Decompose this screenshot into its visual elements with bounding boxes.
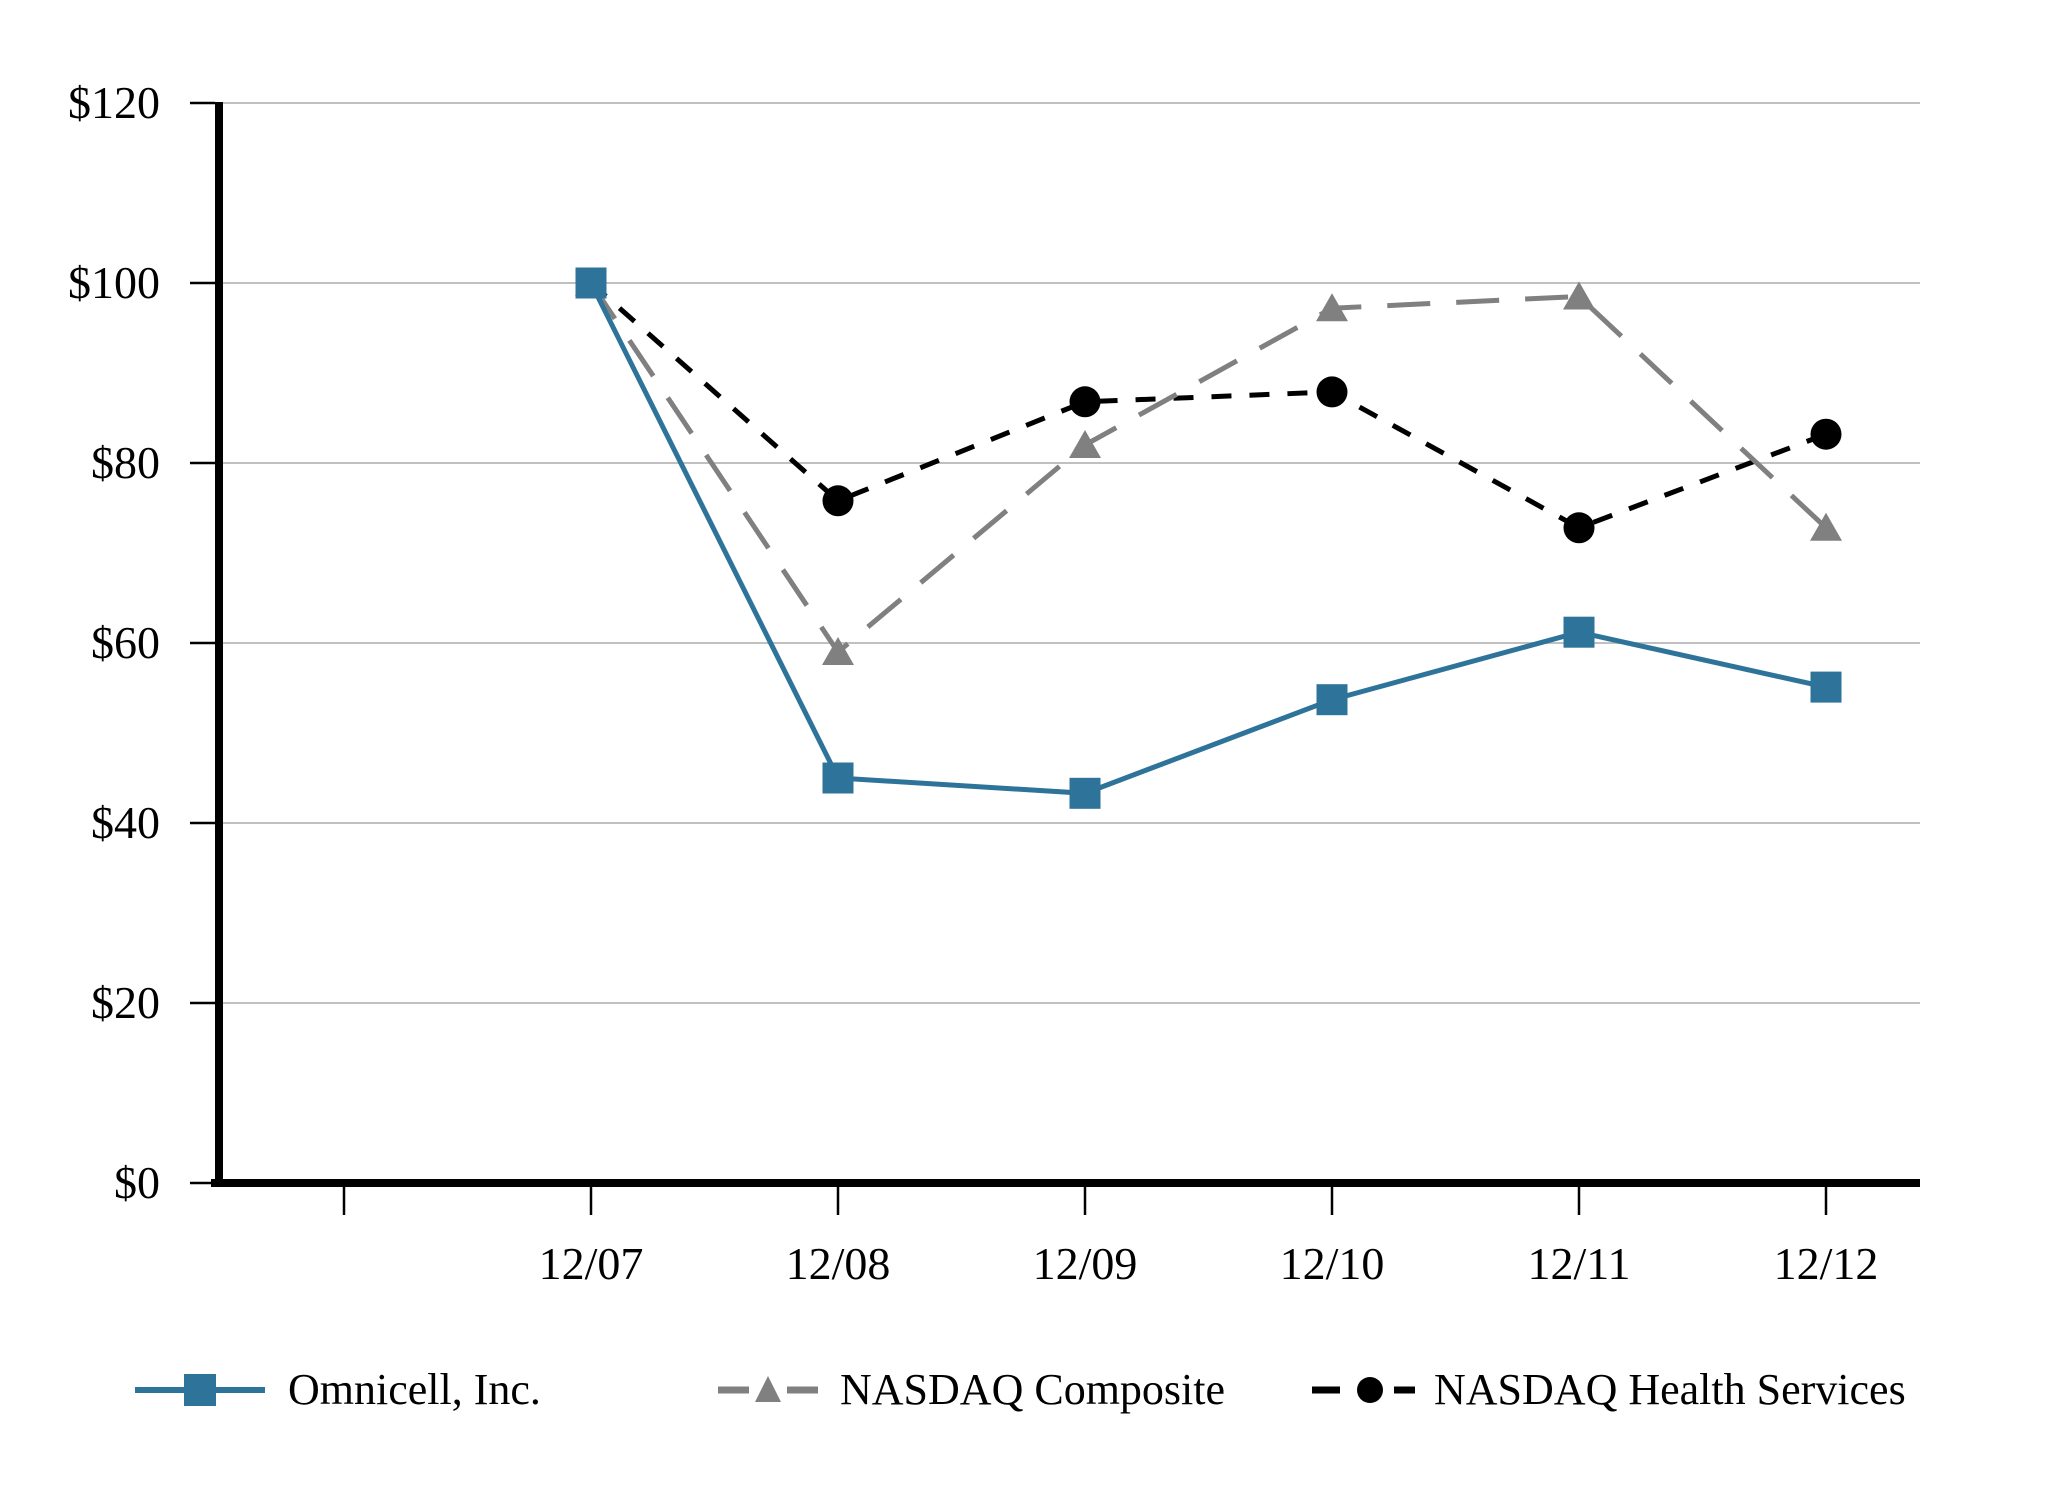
legend-label-nasdaq-health-services: NASDAQ Health Services: [1434, 1365, 1906, 1414]
x-axis-label: 12/09: [1032, 1238, 1138, 1289]
legend-triangle-marker-icon: [755, 1376, 781, 1402]
square-marker-icon: [1563, 616, 1595, 648]
triangle-marker-icon: [1069, 430, 1101, 458]
y-axis-label: $0: [114, 1157, 160, 1208]
legend-item-nasdaq-composite: NASDAQ Composite: [718, 1368, 1225, 1412]
square-marker-icon: [1069, 777, 1101, 809]
y-axis-label: $80: [91, 437, 160, 488]
x-axis-label: 12/11: [1527, 1238, 1631, 1289]
square-marker-icon: [1316, 684, 1348, 716]
legend-circle-marker-icon: [1357, 1377, 1383, 1403]
legend-item-omnicell: Omnicell, Inc.: [135, 1368, 541, 1412]
y-axis-label: $20: [91, 977, 160, 1028]
series-line-nasdaq-composite: [588, 281, 1828, 656]
series-line-nasdaq-health-services: [589, 281, 1827, 531]
y-axis-label: $60: [91, 617, 160, 668]
legend-swatch-dash-triangle: [718, 1376, 818, 1402]
circle-marker-icon: [1810, 418, 1842, 450]
legend-swatch-dash-circle: [1312, 1377, 1415, 1403]
circle-marker-icon: [1069, 386, 1101, 418]
triangle-marker-icon: [822, 637, 854, 665]
circle-marker-icon: [1563, 512, 1595, 544]
square-marker-icon: [822, 762, 854, 794]
circle-marker-icon: [1316, 376, 1348, 408]
triangle-marker-icon: [1316, 293, 1348, 322]
y-axis-label: $40: [91, 797, 160, 848]
x-axis-label: 12/07: [538, 1238, 644, 1289]
x-axis-label: 12/08: [785, 1238, 891, 1289]
legend-item-nasdaq-health-services: NASDAQ Health Services: [1312, 1368, 1906, 1412]
legend-label-nasdaq-composite: NASDAQ Composite: [840, 1365, 1226, 1414]
legend-swatch-solid-square: [135, 1374, 265, 1406]
square-marker-icon: [1810, 671, 1842, 703]
square-marker-icon: [575, 267, 607, 299]
y-axis-label: $100: [68, 257, 160, 308]
triangle-marker-icon: [1563, 281, 1595, 310]
y-axis-label: $120: [68, 77, 160, 128]
series-line-omnicell-inc: [588, 281, 1827, 796]
x-axis-label: 12/10: [1279, 1238, 1385, 1289]
x-axis-label: 12/12: [1773, 1238, 1879, 1289]
legend-square-marker-icon: [184, 1374, 216, 1406]
circle-marker-icon: [822, 485, 854, 517]
legend-label-omnicell: Omnicell, Inc.: [288, 1365, 541, 1414]
triangle-marker-icon: [1810, 512, 1842, 541]
